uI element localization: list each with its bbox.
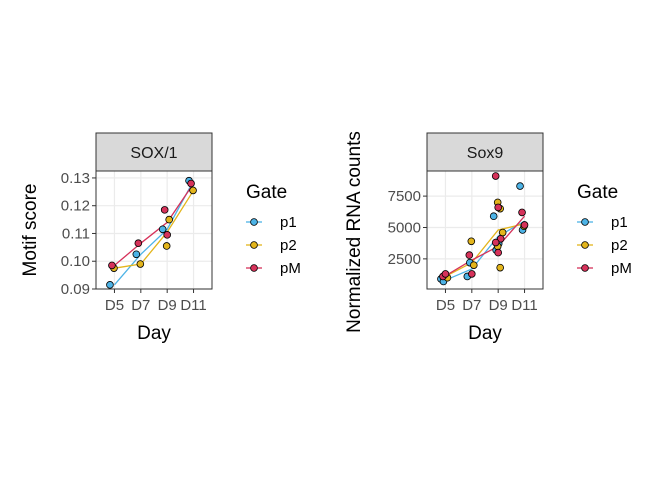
legend-gate-1: Gate p1 p2 pM bbox=[246, 182, 301, 277]
legend-key-point bbox=[581, 264, 589, 272]
x-tick-label: D5 bbox=[105, 297, 124, 314]
y-axis-title: Motif score bbox=[20, 184, 41, 277]
series-line-pM bbox=[114, 183, 195, 266]
legend-gate-2: Gate p1 p2 pM bbox=[577, 182, 632, 277]
y-tick-label: 0.10 bbox=[61, 253, 90, 270]
data-point-pM bbox=[187, 179, 195, 188]
y-tick-labels: 2500 5000 7500 bbox=[388, 188, 427, 268]
data-point-p1 bbox=[516, 182, 524, 190]
data-point-pM bbox=[465, 251, 474, 259]
legend-label-p1: p1 bbox=[280, 214, 297, 231]
legend-key-point bbox=[581, 218, 589, 226]
data-point-p2 bbox=[496, 263, 504, 272]
legend-key-point bbox=[250, 264, 258, 272]
data-point-pM bbox=[134, 239, 143, 247]
data-point-p2 bbox=[162, 242, 171, 250]
legend-key-point bbox=[250, 241, 258, 249]
x-tick-label: D9 bbox=[489, 297, 508, 314]
y-tick-label: 0.11 bbox=[62, 225, 90, 242]
data-point-p2 bbox=[165, 215, 173, 224]
data-point-pM bbox=[108, 261, 116, 270]
data-point-p2 bbox=[189, 186, 197, 195]
legend-entries: p1 p2 pM bbox=[246, 214, 301, 277]
series-line-p2 bbox=[445, 223, 525, 278]
trend-lines bbox=[113, 180, 195, 286]
x-tick-labels: D5 D7 D9 D11 bbox=[436, 289, 538, 314]
data-point-pM bbox=[160, 206, 169, 214]
strip-background bbox=[95, 132, 213, 172]
legend-label-p1: p1 bbox=[611, 214, 628, 231]
x-tick-labels: D5 D7 D9 D11 bbox=[105, 289, 207, 314]
data-point-pM bbox=[518, 208, 526, 217]
legend-label-pM: pM bbox=[611, 260, 632, 277]
panel-border bbox=[95, 170, 213, 290]
y-tick-label: 0.09 bbox=[61, 281, 90, 298]
x-tick-label: D11 bbox=[180, 297, 206, 314]
data-point-p2 bbox=[136, 260, 145, 268]
y-tick-label: 0.12 bbox=[61, 198, 90, 215]
data-point-p2 bbox=[498, 228, 507, 237]
legend-key-point bbox=[250, 218, 258, 226]
x-tick-label: D7 bbox=[462, 297, 481, 314]
y-tick-label: 5000 bbox=[388, 219, 421, 236]
data-point-pM bbox=[163, 231, 171, 239]
facet-label: Sox9 bbox=[467, 145, 504, 162]
data-point-p1 bbox=[158, 225, 167, 234]
x-tick-label: D7 bbox=[131, 297, 150, 314]
data-point-pM bbox=[468, 270, 476, 278]
data-point-pM bbox=[491, 172, 500, 180]
data-point-p1 bbox=[106, 281, 114, 289]
data-points bbox=[106, 176, 197, 289]
legend-entries: p1 p2 pM bbox=[577, 214, 632, 277]
legend-title: Gate bbox=[246, 182, 287, 203]
data-point-pM bbox=[496, 234, 505, 243]
legend-label-p2: p2 bbox=[280, 237, 297, 254]
x-axis-title: Day bbox=[468, 323, 502, 344]
series-line-p2 bbox=[114, 190, 195, 269]
x-axis-title: Day bbox=[137, 323, 171, 344]
x-tick-label: D9 bbox=[158, 297, 177, 314]
legend-key-point bbox=[581, 241, 589, 249]
y-tick-label: 0.13 bbox=[61, 170, 90, 187]
data-points bbox=[437, 172, 529, 286]
panel-border bbox=[426, 170, 544, 290]
y-axis-title: Normalized RNA counts bbox=[344, 131, 365, 333]
x-tick-label: D11 bbox=[511, 297, 537, 314]
y-tick-labels: 0.09 0.10 0.11 0.12 0.13 bbox=[61, 170, 96, 298]
series-line-p1 bbox=[113, 180, 195, 286]
data-point-pM bbox=[494, 248, 502, 257]
trend-lines bbox=[445, 215, 526, 281]
panel-motif-score: SOX/1 0.09 0.10 0.11 0.12 0.13 D5 D7 D9 D11 Day… bbox=[20, 132, 213, 344]
facet-label: SOX/1 bbox=[130, 145, 177, 162]
y-tick-label: 2500 bbox=[388, 251, 421, 268]
y-tick-label: 7500 bbox=[388, 188, 421, 205]
data-point-p2 bbox=[470, 261, 478, 269]
strip-background bbox=[426, 132, 544, 172]
x-tick-label: D5 bbox=[436, 297, 455, 314]
legend-label-pM: pM bbox=[280, 260, 301, 277]
data-point-p2 bbox=[467, 237, 476, 246]
data-point-p1 bbox=[489, 212, 498, 220]
legend-label-p2: p2 bbox=[611, 237, 628, 254]
series-line-pM bbox=[445, 215, 526, 277]
data-point-p1 bbox=[132, 250, 141, 259]
data-point-pM bbox=[441, 270, 450, 278]
data-point-pM bbox=[520, 221, 529, 229]
data-point-pM bbox=[494, 203, 502, 212]
data-point-pM bbox=[491, 238, 500, 247]
panel-rna-counts: Sox9 2500 5000 7500 D5 D7 D9 D11 Day Normaliz… bbox=[344, 131, 544, 344]
legend-title: Gate bbox=[577, 182, 618, 203]
